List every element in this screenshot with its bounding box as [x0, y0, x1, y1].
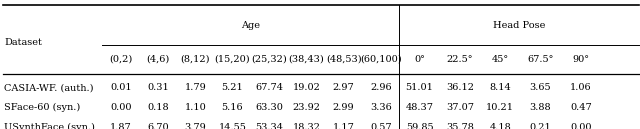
Text: (25,32): (25,32) — [252, 55, 287, 64]
Text: 1.10: 1.10 — [184, 103, 206, 112]
Text: 1.06: 1.06 — [570, 83, 591, 92]
Text: 6.70: 6.70 — [147, 123, 169, 129]
Text: 0.01: 0.01 — [110, 83, 132, 92]
Text: 0.47: 0.47 — [570, 103, 591, 112]
Text: 0.21: 0.21 — [530, 123, 551, 129]
Text: (15,20): (15,20) — [214, 55, 250, 64]
Text: 2.97: 2.97 — [333, 83, 355, 92]
Text: 0.18: 0.18 — [147, 103, 169, 112]
Text: 3.65: 3.65 — [530, 83, 551, 92]
Text: 35.78: 35.78 — [446, 123, 474, 129]
Text: 37.07: 37.07 — [446, 103, 474, 112]
Text: 8.14: 8.14 — [490, 83, 511, 92]
Text: 19.02: 19.02 — [292, 83, 321, 92]
Text: USynthFace (syn.): USynthFace (syn.) — [4, 123, 95, 129]
Text: 1.17: 1.17 — [333, 123, 355, 129]
Text: 1.87: 1.87 — [110, 123, 132, 129]
Text: 3.36: 3.36 — [370, 103, 392, 112]
Text: 2.96: 2.96 — [370, 83, 392, 92]
Text: Head Pose: Head Pose — [493, 21, 545, 30]
Text: 36.12: 36.12 — [446, 83, 474, 92]
Text: (4,6): (4,6) — [147, 55, 170, 64]
Text: 5.16: 5.16 — [221, 103, 243, 112]
Text: 22.5°: 22.5° — [447, 55, 473, 64]
Text: 3.88: 3.88 — [530, 103, 551, 112]
Text: CASIA-WF. (auth.): CASIA-WF. (auth.) — [4, 83, 94, 92]
Text: (38,43): (38,43) — [289, 55, 324, 64]
Text: 0.00: 0.00 — [110, 103, 132, 112]
Text: 10.21: 10.21 — [486, 103, 514, 112]
Text: 3.79: 3.79 — [184, 123, 206, 129]
Text: (0,2): (0,2) — [109, 55, 132, 64]
Text: 0°: 0° — [414, 55, 425, 64]
Text: 1.79: 1.79 — [184, 83, 206, 92]
Text: 18.32: 18.32 — [292, 123, 321, 129]
Text: (48,53): (48,53) — [326, 55, 362, 64]
Text: 67.74: 67.74 — [255, 83, 284, 92]
Text: 23.92: 23.92 — [292, 103, 321, 112]
Text: Age: Age — [241, 21, 260, 30]
Text: 5.21: 5.21 — [221, 83, 243, 92]
Text: 2.99: 2.99 — [333, 103, 355, 112]
Text: 0.57: 0.57 — [370, 123, 392, 129]
Text: 48.37: 48.37 — [406, 103, 433, 112]
Text: 51.01: 51.01 — [406, 83, 433, 92]
Text: 53.34: 53.34 — [255, 123, 284, 129]
Text: 4.18: 4.18 — [490, 123, 511, 129]
Text: 67.5°: 67.5° — [527, 55, 554, 64]
Text: 14.55: 14.55 — [218, 123, 246, 129]
Text: (60,100): (60,100) — [360, 55, 402, 64]
Text: (8,12): (8,12) — [180, 55, 210, 64]
Text: 45°: 45° — [492, 55, 509, 64]
Text: 59.85: 59.85 — [406, 123, 433, 129]
Text: 0.31: 0.31 — [147, 83, 169, 92]
Text: 0.00: 0.00 — [570, 123, 591, 129]
Text: SFace-60 (syn.): SFace-60 (syn.) — [4, 103, 81, 112]
Text: Dataset: Dataset — [4, 38, 42, 47]
Text: 90°: 90° — [572, 55, 589, 64]
Text: 63.30: 63.30 — [255, 103, 284, 112]
